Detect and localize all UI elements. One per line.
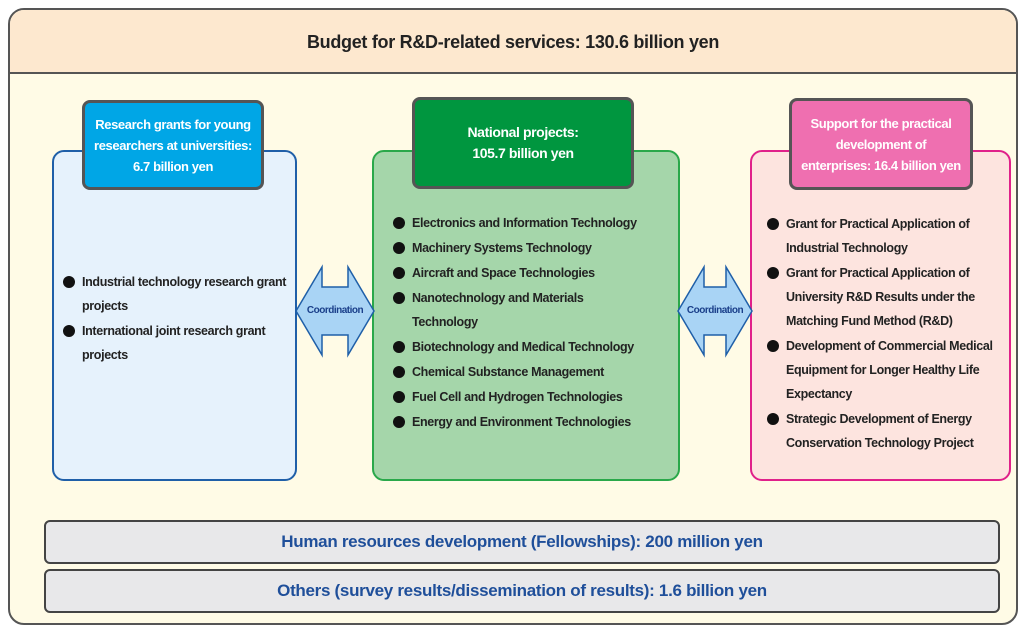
item-list: Electronics and Information Technology M… — [392, 211, 670, 435]
box-title: National projects: 105.7 billion yen — [412, 97, 634, 189]
arrow-label: Coordination — [686, 305, 744, 316]
item-list: Grant for Practical Application of Indus… — [766, 212, 1006, 456]
box-title: Research grants for young researchers at… — [82, 100, 264, 190]
list-item: Machinery Systems Technology — [392, 236, 670, 260]
budget-bar: Others (survey results/dissemination of … — [44, 569, 1000, 613]
list-item: Strategic Development of Energy Conserva… — [766, 407, 1006, 455]
list-item: Electronics and Information Technology — [392, 211, 670, 235]
item-list: Industrial technology research grant pro… — [62, 270, 287, 368]
list-item: Biotechnology and Medical Technology — [392, 335, 670, 359]
list-item: International joint research grant proje… — [62, 319, 287, 367]
list-item: Development of Commercial Medical Equipm… — [766, 334, 1016, 406]
list-item: Grant for Practical Application of Indus… — [766, 212, 1011, 260]
box-title: Support for the practical development of… — [789, 98, 973, 190]
list-item: Industrial technology research grant pro… — [62, 270, 287, 318]
list-item: Chemical Substance Management — [392, 360, 670, 384]
list-item: Fuel Cell and Hydrogen Technologies — [392, 385, 670, 409]
double-arrow — [677, 264, 753, 358]
arrow-label: Coordination — [306, 305, 364, 316]
list-item: Aircraft and Space Technologies — [392, 261, 670, 285]
budget-bar: Human resources development (Fellowships… — [44, 520, 1000, 564]
list-item: Grant for Practical Application of Unive… — [766, 261, 1006, 333]
double-arrow — [295, 264, 375, 358]
list-item: Energy and Environment Technologies — [392, 410, 670, 434]
list-item: Nanotechnology and Materials Technology — [392, 286, 642, 334]
enterprise-support-box — [750, 150, 1011, 481]
header-title: Budget for R&D-related services: 130.6 b… — [10, 10, 1016, 74]
national-projects-box — [372, 150, 680, 481]
